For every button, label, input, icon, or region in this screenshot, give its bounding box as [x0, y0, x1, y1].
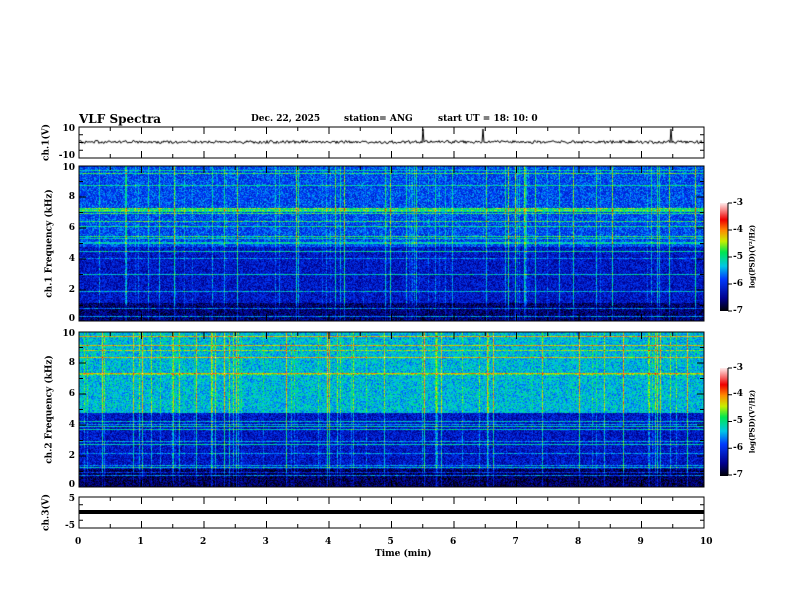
x-tick-label: 4: [325, 536, 332, 547]
y-tick-label: 4: [68, 419, 75, 430]
y-tick-label: 8: [68, 357, 75, 368]
ch2-colorbar-label: log(PSD)(V²/Hz): [747, 389, 757, 454]
y-tick-label: 10: [62, 123, 75, 134]
y-tick-label: 8: [68, 191, 75, 202]
colorbar-tick-label: -5: [733, 416, 743, 426]
x-axis-label: Time (min): [375, 549, 432, 559]
ch1-spectrogram: [79, 166, 704, 321]
x-tick-label: 9: [637, 536, 644, 547]
ch1-ylabel: ch.1(V): [41, 124, 52, 161]
ch1-colorbar-label: log(PSD)(V²/Hz): [747, 224, 757, 289]
x-tick-label: 6: [450, 536, 457, 547]
ch2-spectrogram: [79, 332, 704, 487]
ch3-waveform: [79, 510, 704, 514]
colorbar-tick-label: -3: [733, 362, 743, 373]
start-time-label: start UT = 18: 10: 0: [438, 114, 538, 124]
colorbar-tick-label: -4: [733, 224, 743, 235]
panel-frame-1: [78, 165, 705, 322]
ch2-colorbar: [720, 368, 728, 476]
x-tick-label: 0: [75, 536, 82, 547]
date-label: Dec. 22, 2025: [251, 114, 321, 124]
colorbar-tick-label: -7: [733, 469, 743, 480]
y-tick-label: 10: [62, 162, 75, 173]
colorbar-tick-label: -5: [733, 251, 743, 262]
station-label: station= ANG: [344, 114, 413, 124]
ch2-freq-ylabel-text: ch.2 Frequency (kHz): [44, 355, 55, 464]
colorbar-tick-label: -6: [733, 442, 743, 453]
y-tick-label: 2: [68, 284, 75, 295]
ch1-freq-ylabel-text: ch.1 Frequency (kHz): [44, 189, 55, 298]
y-tick-label: -5: [65, 520, 75, 531]
y-tick-label: 0: [68, 313, 75, 324]
x-tick-label: 5: [387, 536, 394, 547]
ch3-ylabel: ch.3(V): [41, 494, 52, 531]
y-tick-label: 0: [68, 479, 75, 490]
colorbar-tick-label: -4: [733, 389, 743, 400]
colorbar-tick-label: -7: [733, 305, 743, 316]
figure-title: VLF Spectra: [79, 112, 162, 126]
x-tick-label: 10: [700, 536, 713, 547]
colorbar-tick-label: -3: [733, 197, 743, 208]
y-tick-label: 2: [68, 450, 75, 461]
ch2-freq-ylabel: ch.2 Frequency (kHz): [44, 335, 55, 485]
y-tick-label: -10: [58, 150, 75, 161]
y-tick-label: 4: [68, 253, 75, 264]
x-tick-label: 7: [512, 536, 519, 547]
x-tick-label: 8: [575, 536, 582, 547]
y-tick-label: 6: [68, 388, 75, 399]
y-tick-label: 10: [62, 328, 75, 339]
colorbar-tick-label: -6: [733, 278, 743, 289]
y-tick-label: 6: [68, 222, 75, 233]
x-tick-label: 2: [200, 536, 207, 547]
y-tick-label: 5: [68, 493, 75, 504]
ch1-colorbar: [720, 203, 728, 311]
x-tick-label: 1: [137, 536, 144, 547]
x-tick-label: 3: [262, 536, 269, 547]
ch1-freq-ylabel: ch.1 Frequency (kHz): [44, 169, 55, 319]
panel-frame-2: [78, 331, 705, 488]
